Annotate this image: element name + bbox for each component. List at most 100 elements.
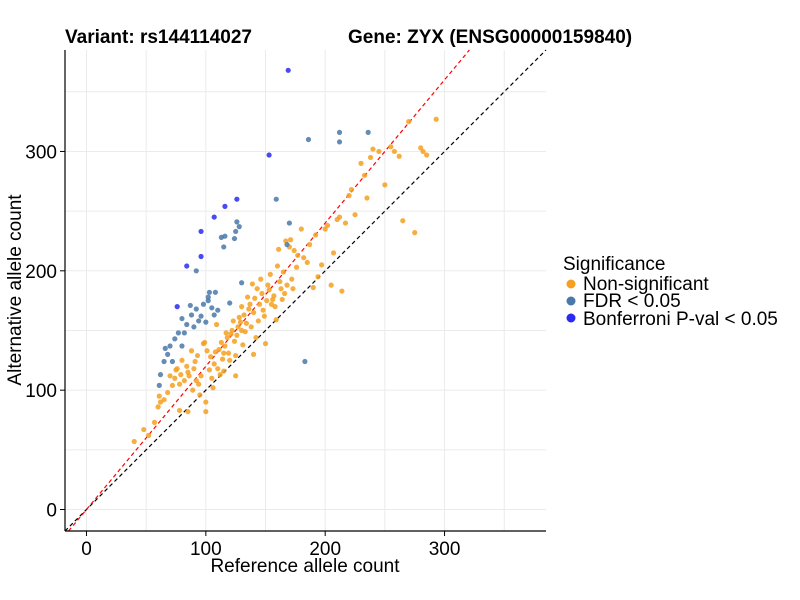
data-point — [267, 271, 273, 277]
data-point — [424, 152, 430, 158]
data-point — [233, 373, 239, 379]
x-tick-label: 0 — [81, 539, 92, 560]
data-point — [193, 306, 199, 312]
y-tick-label: 300 — [25, 142, 57, 163]
data-point — [172, 375, 178, 381]
data-point — [286, 220, 292, 226]
legend-key-non-significant — [566, 279, 576, 289]
series-2 — [156, 129, 371, 388]
legend-key-bonferroni — [566, 313, 576, 323]
data-point — [209, 375, 215, 381]
series-3 — [174, 67, 291, 310]
data-point — [145, 432, 152, 439]
data-point — [176, 381, 183, 387]
data-point — [239, 280, 245, 286]
data-point — [165, 351, 171, 357]
data-point — [221, 350, 227, 356]
data-point — [245, 294, 251, 300]
data-point — [298, 226, 304, 232]
data-point — [302, 358, 308, 365]
data-point — [141, 426, 147, 433]
data-point — [194, 352, 201, 359]
data-point — [206, 367, 213, 373]
data-point — [315, 274, 321, 280]
data-point — [231, 235, 238, 242]
data-point — [161, 358, 167, 365]
data-point — [364, 195, 370, 201]
data-point — [162, 345, 168, 351]
data-point — [272, 304, 278, 310]
data-point — [324, 222, 331, 229]
data-point — [227, 357, 233, 363]
data-point — [280, 269, 287, 275]
data-points — [131, 67, 439, 445]
data-point — [382, 182, 388, 188]
data-point — [210, 385, 216, 391]
data-point — [406, 119, 412, 125]
data-point — [169, 382, 176, 388]
data-point — [304, 259, 310, 266]
data-point — [265, 282, 271, 288]
data-point — [346, 193, 352, 199]
data-point — [222, 343, 228, 349]
data-point — [185, 409, 191, 415]
data-point — [197, 392, 203, 398]
legend-label-fdr: FDR < 0.05 — [583, 291, 681, 312]
data-point — [179, 343, 185, 349]
data-point — [358, 160, 364, 166]
y-axis-title: Alternative allele count — [5, 194, 26, 386]
reference-line-1 — [64, 49, 547, 532]
data-point — [339, 288, 345, 294]
y-tick-label: 0 — [46, 501, 57, 522]
data-point — [179, 357, 185, 363]
data-point — [367, 154, 374, 161]
data-point — [234, 196, 240, 202]
data-point — [211, 312, 217, 318]
data-point — [179, 315, 185, 322]
data-point — [295, 252, 301, 258]
data-point — [293, 264, 300, 270]
x-tick-label: 200 — [309, 539, 341, 560]
data-point — [198, 228, 204, 235]
data-point — [290, 286, 296, 292]
data-point — [204, 348, 210, 354]
data-point — [254, 286, 260, 292]
data-point — [271, 293, 277, 299]
data-point — [285, 67, 291, 73]
data-point — [216, 346, 222, 353]
data-point — [218, 339, 224, 346]
legend-key-fdr — [566, 296, 576, 306]
data-point — [391, 148, 398, 155]
y-ticks: 0 100 200 300 — [25, 142, 65, 522]
data-point — [131, 438, 137, 445]
data-point — [217, 372, 223, 378]
data-point — [420, 148, 426, 155]
data-point — [196, 381, 202, 387]
data-point — [178, 372, 184, 378]
data-point — [253, 335, 259, 341]
data-point — [255, 318, 261, 324]
data-point — [191, 366, 197, 372]
data-point — [352, 212, 358, 218]
data-point — [237, 319, 244, 325]
data-point — [243, 320, 250, 326]
data-point — [240, 342, 246, 348]
data-point — [239, 327, 245, 334]
data-point — [266, 152, 272, 158]
data-point — [181, 378, 187, 384]
data-point — [208, 354, 214, 360]
data-point — [169, 358, 176, 365]
data-point — [307, 241, 313, 248]
data-point — [252, 295, 258, 301]
data-point — [282, 290, 288, 297]
data-point — [256, 301, 263, 307]
data-point — [234, 219, 240, 225]
data-point — [234, 332, 240, 338]
data-point — [261, 313, 267, 319]
data-point — [203, 399, 209, 405]
data-point — [225, 350, 232, 356]
data-point — [305, 136, 312, 143]
data-point — [273, 196, 279, 202]
data-point — [176, 407, 183, 414]
